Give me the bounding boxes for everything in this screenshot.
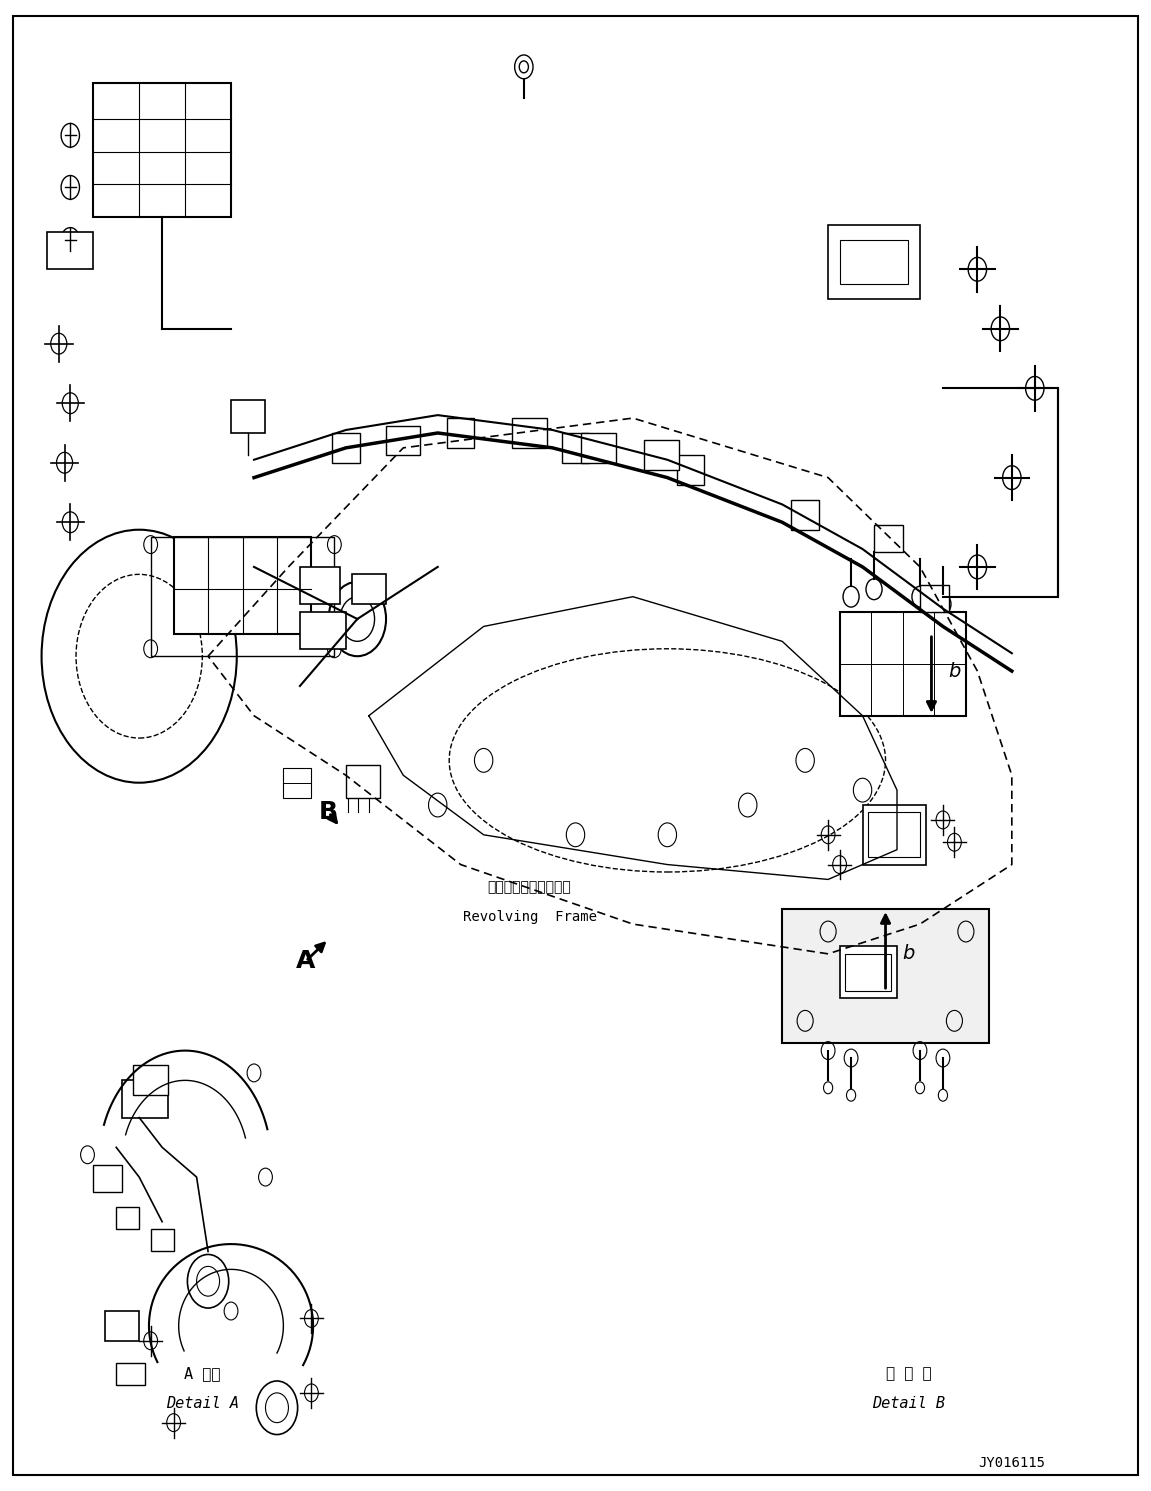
Bar (862, 805, 925, 865)
Text: A: A (296, 950, 315, 974)
Bar (174, 537, 312, 634)
Bar (581, 432, 616, 462)
Bar (116, 1363, 145, 1385)
Bar (645, 440, 679, 470)
Bar (868, 813, 920, 857)
Text: JY016115: JY016115 (978, 1455, 1045, 1470)
Bar (116, 1206, 139, 1229)
Bar (839, 240, 908, 285)
Text: Detail B: Detail B (872, 1396, 945, 1410)
Bar (386, 425, 420, 455)
Bar (839, 611, 966, 716)
Text: レボルビングフレーム: レボルビングフレーム (488, 880, 571, 895)
Circle shape (61, 228, 79, 252)
Bar (105, 1311, 139, 1340)
Bar (562, 432, 589, 462)
Bar (351, 574, 386, 604)
Bar (47, 233, 93, 270)
Bar (677, 455, 704, 485)
Circle shape (61, 124, 79, 148)
Bar (151, 537, 335, 656)
Bar (828, 225, 920, 300)
Bar (231, 400, 266, 432)
Text: 日 詳 細: 日 詳 細 (885, 1366, 931, 1381)
Bar (783, 910, 989, 1044)
Bar (447, 417, 474, 447)
Circle shape (61, 176, 79, 200)
Bar (300, 611, 345, 649)
Text: b: b (902, 944, 915, 963)
Bar (920, 584, 948, 611)
Text: B: B (319, 801, 338, 825)
Bar (839, 947, 897, 999)
Bar (134, 1066, 168, 1096)
Text: A 詳細: A 詳細 (184, 1366, 221, 1381)
Bar (122, 1081, 168, 1118)
Bar (300, 567, 340, 604)
Bar (333, 432, 359, 462)
Bar (512, 417, 547, 447)
Bar (345, 765, 380, 798)
Bar (151, 1229, 174, 1251)
Bar (93, 1164, 122, 1191)
Text: Detail A: Detail A (166, 1396, 238, 1410)
Bar (845, 954, 891, 992)
Bar (93, 83, 231, 218)
Bar (792, 499, 818, 529)
Text: Revolving  Frame: Revolving Frame (463, 910, 596, 923)
Bar (874, 525, 902, 552)
Text: b: b (948, 662, 961, 680)
Bar (283, 768, 312, 798)
